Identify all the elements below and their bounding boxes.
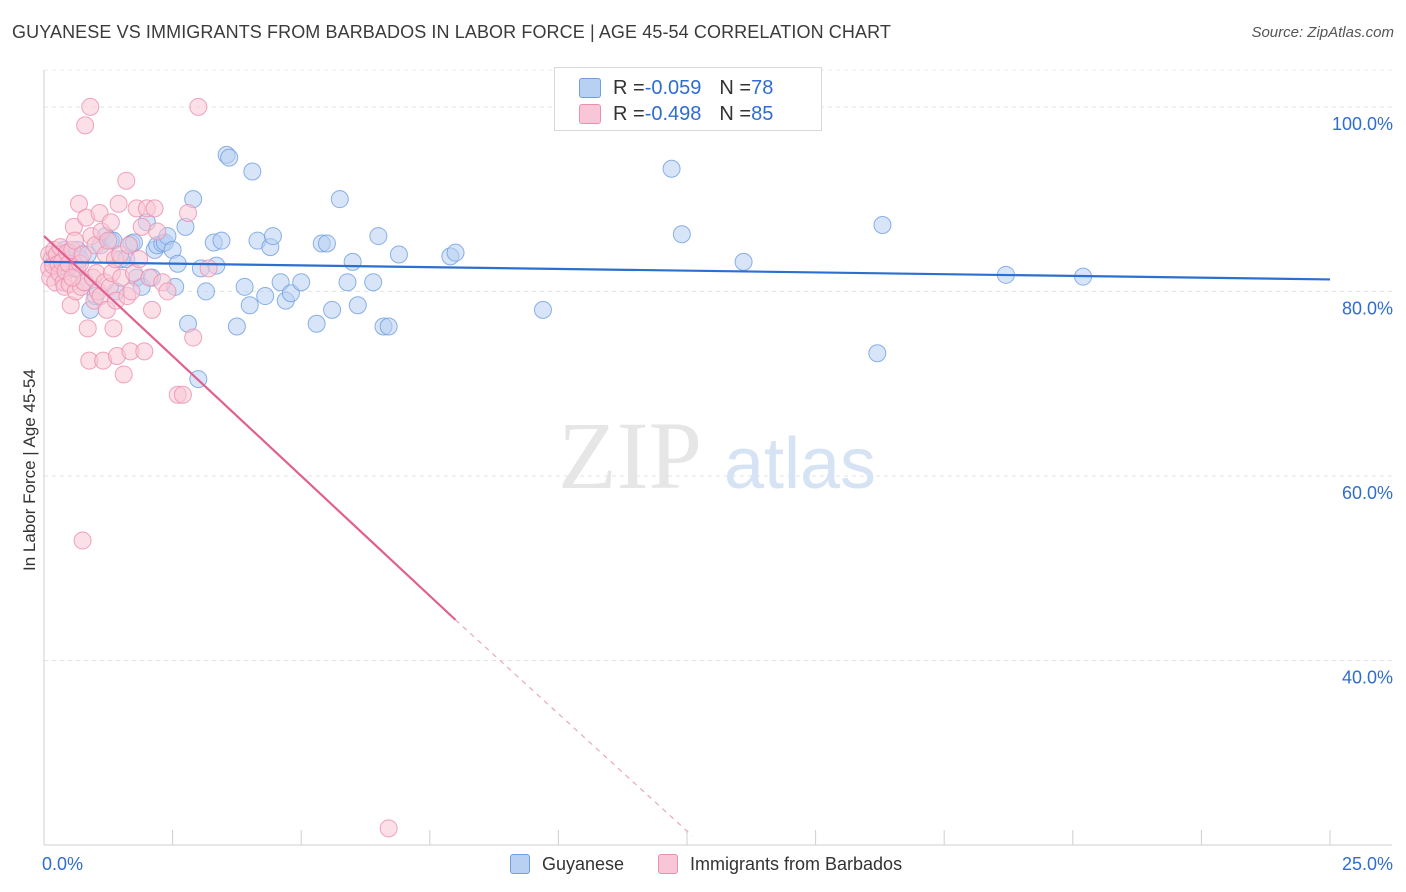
- grid-lines: [44, 69, 1392, 661]
- legend-n-label: N =: [719, 76, 752, 99]
- point-barbados: [81, 97, 100, 116]
- point-guyanese: [369, 227, 388, 246]
- legend-r-value: -0.498: [644, 102, 702, 125]
- point-barbados: [117, 171, 136, 190]
- point-guyanese: [734, 252, 753, 271]
- point-guyanese: [446, 243, 465, 262]
- point-barbados: [379, 819, 398, 838]
- x-tick-label: 0.0%: [42, 854, 83, 874]
- point-barbados: [179, 204, 198, 223]
- bottom-legend-barbados[interactable]: Immigrants from Barbados: [658, 852, 902, 876]
- point-barbados: [184, 328, 203, 347]
- bottom-legend-guyanese[interactable]: Guyanese: [510, 852, 624, 876]
- point-guyanese: [338, 273, 357, 292]
- watermark: ZIP atlas: [558, 402, 876, 509]
- point-guyanese: [379, 317, 398, 336]
- point-barbados: [189, 97, 208, 116]
- y-tick-label: 60.0%: [1342, 483, 1393, 503]
- point-guyanese: [240, 296, 259, 315]
- axes: [43, 70, 1392, 846]
- point-guyanese: [307, 314, 326, 333]
- point-barbados: [119, 236, 138, 255]
- point-barbados: [63, 268, 82, 287]
- point-barbados: [65, 231, 84, 250]
- point-barbados: [73, 531, 92, 550]
- point-barbados: [99, 231, 118, 250]
- point-guyanese: [389, 245, 408, 264]
- point-guyanese: [271, 273, 290, 292]
- point-guyanese: [212, 231, 231, 250]
- trend-lines: [43, 235, 1331, 837]
- legend-swatch-barbados: [579, 104, 601, 124]
- watermark-zip: ZIP: [558, 402, 702, 509]
- point-guyanese: [662, 159, 681, 178]
- legend-n-value: 85: [751, 102, 774, 125]
- point-guyanese: [317, 234, 336, 253]
- point-barbados: [143, 300, 162, 319]
- point-guyanese: [220, 148, 239, 167]
- y-axis-label: In Labor Force | Age 45-54: [20, 369, 39, 571]
- point-barbados: [78, 319, 97, 338]
- point-barbados: [109, 194, 128, 213]
- point-barbados: [132, 217, 151, 236]
- point-guyanese: [348, 296, 367, 315]
- point-barbados: [158, 282, 177, 301]
- legend: R = -0.059 N = 78 R = -0.498 N = 85: [554, 67, 822, 131]
- legend-r-label: R =: [613, 76, 645, 99]
- bottom-legend-swatch-guyanese: [510, 854, 530, 874]
- point-guyanese: [873, 216, 892, 234]
- point-guyanese: [343, 252, 362, 271]
- point-barbados: [101, 213, 120, 232]
- point-barbados: [135, 342, 154, 361]
- legend-r-label: R =: [613, 102, 645, 125]
- point-guyanese: [364, 273, 383, 292]
- point-barbados: [199, 259, 218, 278]
- y-tick-label: 80.0%: [1342, 298, 1393, 318]
- point-barbados: [173, 385, 192, 404]
- point-guyanese: [235, 277, 254, 296]
- data-points: [40, 97, 1093, 838]
- point-barbados: [148, 222, 167, 241]
- point-barbados: [122, 282, 141, 301]
- legend-row-barbados: R = -0.498 N = 85: [579, 102, 773, 126]
- point-barbados: [145, 199, 164, 218]
- point-guyanese: [292, 273, 311, 292]
- chart-title: GUYANESE VS IMMIGRANTS FROM BARBADOS IN …: [12, 22, 891, 42]
- point-guyanese: [263, 227, 282, 246]
- point-guyanese: [868, 344, 887, 363]
- x-tick-label: 25.0%: [1342, 854, 1393, 874]
- point-guyanese: [227, 317, 246, 336]
- point-guyanese: [256, 287, 275, 306]
- point-guyanese: [672, 225, 691, 244]
- y-tick-label: 100.0%: [1332, 114, 1393, 134]
- legend-r-value: -0.059: [644, 76, 702, 99]
- trend-line-barbados: [43, 235, 457, 621]
- tick-labels: 40.0% 60.0% 80.0% 100.0% 0.0% 25.0%: [42, 114, 1393, 874]
- legend-row-guyanese: R = -0.059 N = 78: [579, 76, 773, 100]
- legend-n-value: 78: [751, 76, 774, 99]
- legend-n-label: N =: [719, 102, 752, 125]
- y-tick-label: 40.0%: [1342, 667, 1393, 687]
- point-guyanese: [243, 162, 262, 181]
- point-barbados: [114, 365, 133, 384]
- point-guyanese: [197, 282, 216, 301]
- point-barbados: [76, 116, 95, 135]
- trend-line-barbados-extrapolated: [455, 619, 693, 837]
- point-guyanese: [281, 284, 300, 303]
- bottom-legend-label-barbados: Immigrants from Barbados: [690, 853, 903, 874]
- bottom-legend-label-guyanese: Guyanese: [542, 853, 625, 874]
- legend-swatch-guyanese: [579, 78, 601, 98]
- point-guyanese: [533, 300, 552, 319]
- point-barbados: [130, 250, 149, 269]
- watermark-atlas: atlas: [724, 424, 876, 504]
- source-label: Source: ZipAtlas.com: [1251, 24, 1394, 41]
- point-barbados: [104, 319, 123, 338]
- trend-line-guyanese: [43, 260, 1331, 281]
- point-guyanese: [330, 190, 349, 209]
- bottom-legend-swatch-barbados: [658, 854, 678, 874]
- point-guyanese: [323, 300, 342, 319]
